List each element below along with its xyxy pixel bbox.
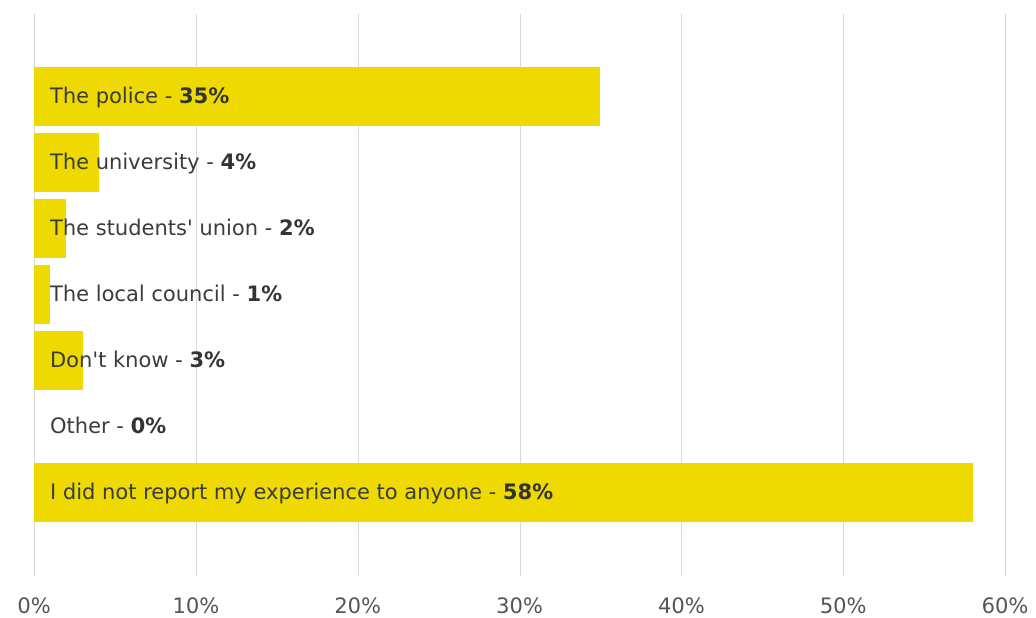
bar: [34, 463, 973, 522]
value-label: 4%: [220, 150, 257, 174]
bar-label: The students' union - 2%: [50, 199, 315, 258]
bar-label: The police - 35%: [50, 67, 229, 126]
bar: [34, 331, 83, 390]
gridline: [196, 14, 197, 576]
bar-label: The university - 4%: [50, 133, 256, 192]
value-label: 35%: [178, 84, 230, 108]
category-label: The local council -: [50, 282, 247, 306]
x-tick-label: 50%: [819, 594, 867, 618]
value-label: 58%: [502, 480, 554, 504]
bar: [34, 265, 51, 324]
category-label: Don't know -: [50, 348, 190, 372]
category-label: The students' union -: [50, 216, 279, 240]
bar: [34, 67, 601, 126]
bar: [34, 199, 67, 258]
x-tick-label: 30%: [496, 594, 543, 618]
bar-label: The local council - 1%: [50, 265, 282, 324]
category-label: Other -: [50, 414, 131, 438]
x-tick-label: 0%: [17, 594, 51, 618]
gridline: [358, 14, 359, 576]
value-label: 3%: [189, 348, 226, 372]
bar: [34, 133, 99, 192]
gridline: [681, 14, 682, 576]
x-tick-label: 20%: [334, 594, 381, 618]
bar-label: Don't know - 3%: [50, 331, 225, 390]
value-label: 2%: [278, 216, 315, 240]
category-label: I did not report my experience to anyone…: [50, 480, 503, 504]
category-label: The university -: [50, 150, 221, 174]
bar-label: Other - 0%: [50, 397, 166, 456]
gridline: [843, 14, 844, 576]
bar-label: I did not report my experience to anyone…: [50, 463, 553, 522]
value-label: 0%: [130, 414, 167, 438]
gridline: [520, 14, 521, 576]
value-label: 1%: [246, 282, 283, 306]
x-tick-label: 40%: [657, 594, 705, 618]
x-tick-label: 60%: [981, 594, 1029, 618]
gridline: [1005, 14, 1006, 576]
x-tick-label: 10%: [172, 594, 220, 618]
category-label: The police -: [50, 84, 179, 108]
